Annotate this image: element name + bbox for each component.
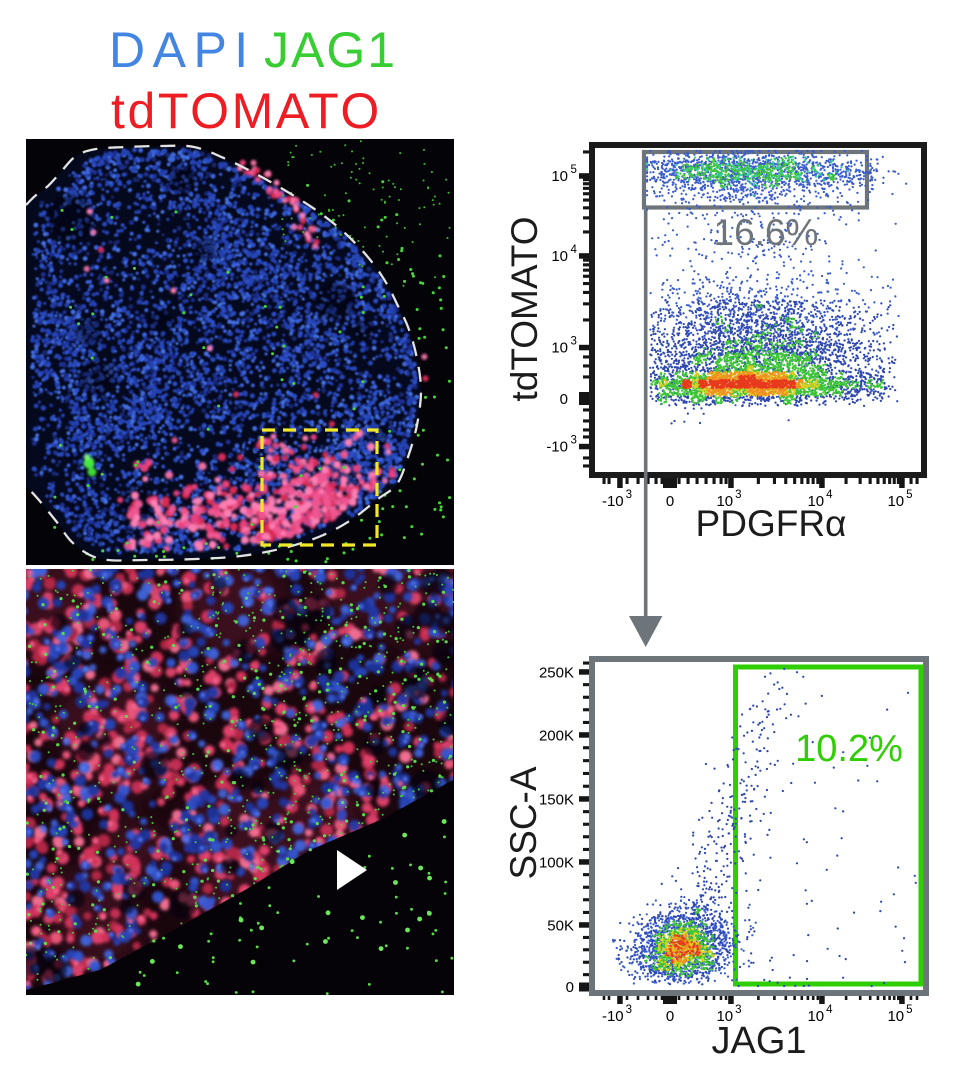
svg-text:tdTOMATO: tdTOMATO <box>111 83 382 139</box>
svg-text:PDGFRα: PDGFRα <box>696 503 847 544</box>
svg-text:10: 10 <box>551 168 568 185</box>
svg-text:DAPI: DAPI <box>109 22 256 78</box>
svg-text:4: 4 <box>571 244 578 256</box>
svg-text:SSC-A: SSC-A <box>503 766 544 879</box>
svg-text:3: 3 <box>571 336 577 348</box>
svg-text:tdTOMATO: tdTOMATO <box>504 216 545 401</box>
svg-text:5: 5 <box>571 164 577 176</box>
svg-text:-10: -10 <box>546 439 568 456</box>
svg-text:10.2%: 10.2% <box>795 728 903 770</box>
svg-text:16.6%: 16.6% <box>714 212 819 253</box>
svg-text:50K: 50K <box>547 918 574 935</box>
svg-text:0: 0 <box>566 979 574 996</box>
svg-text:JAG1: JAG1 <box>711 1020 806 1062</box>
svg-text:0: 0 <box>666 493 674 510</box>
svg-text:0: 0 <box>560 391 568 408</box>
svg-text:100K: 100K <box>539 855 574 872</box>
svg-text:150K: 150K <box>539 792 574 809</box>
svg-text:250K: 250K <box>539 665 574 682</box>
svg-text:0: 0 <box>666 1008 674 1025</box>
svg-text:10: 10 <box>551 340 568 357</box>
svg-text:3: 3 <box>571 435 577 447</box>
svg-text:JAG1: JAG1 <box>264 22 397 78</box>
svg-text:10: 10 <box>551 248 568 265</box>
svg-text:200K: 200K <box>539 728 574 745</box>
